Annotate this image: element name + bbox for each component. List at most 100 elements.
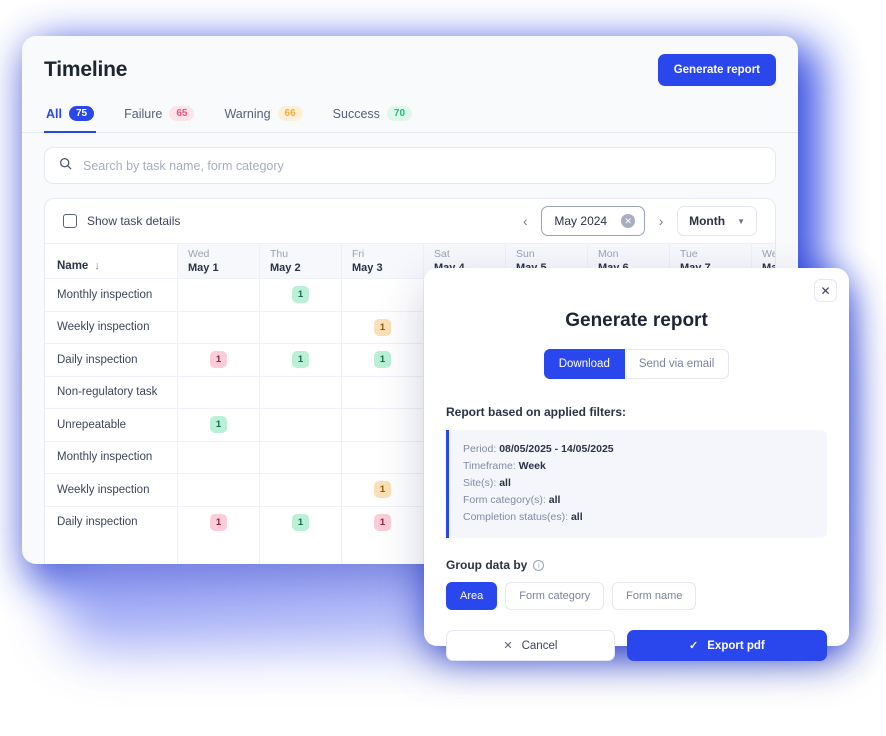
- timeline-cell[interactable]: 1: [260, 343, 341, 376]
- timeline-cell[interactable]: [342, 375, 423, 409]
- tab-warning[interactable]: Warning 66: [222, 100, 304, 133]
- table-row-name[interactable]: Non-regulatory task: [45, 375, 177, 409]
- delivery-option-download[interactable]: Download: [543, 349, 625, 379]
- tab-count-badge: 70: [386, 106, 413, 121]
- filter-value: 08/05/2025 - 14/05/2025: [499, 443, 614, 455]
- table-row-name[interactable]: Monthly inspection: [45, 440, 177, 474]
- tab-failure[interactable]: Failure 65: [122, 100, 196, 133]
- timeline-cell[interactable]: [260, 375, 341, 409]
- close-icon[interactable]: ✕: [814, 279, 837, 302]
- day-of-week-label: Wed: [762, 248, 775, 260]
- date-range-field[interactable]: May 2024 ✕: [541, 206, 646, 236]
- search-box[interactable]: [44, 147, 776, 184]
- task-count-chip-success[interactable]: 1: [292, 513, 309, 531]
- table-row-name[interactable]: Weekly inspection: [45, 473, 177, 506]
- cancel-button-label: Cancel: [521, 639, 558, 652]
- task-count-chip-success[interactable]: 1: [292, 286, 309, 304]
- chevron-right-icon[interactable]: ›: [658, 213, 664, 229]
- tab-label: Failure: [124, 106, 163, 121]
- chevron-down-icon: ▼: [737, 216, 745, 226]
- timeline-cell[interactable]: [342, 408, 423, 441]
- group-by-form-name[interactable]: Form name: [612, 582, 697, 610]
- timeline-cell[interactable]: [178, 473, 259, 506]
- tab-label: All: [46, 106, 62, 121]
- task-count-chip-warning[interactable]: 1: [374, 318, 391, 336]
- table-row-name[interactable]: Daily inspection: [45, 343, 177, 376]
- timeline-cell[interactable]: [342, 278, 423, 311]
- search-input[interactable]: [83, 158, 761, 173]
- filter-key: Period:: [463, 443, 497, 455]
- table-row-name[interactable]: Monthly inspection: [45, 278, 177, 311]
- export-pdf-button[interactable]: ✓ Export pdf: [626, 630, 827, 661]
- task-count-chip-failure[interactable]: 1: [374, 513, 391, 531]
- table-row-name[interactable]: Unrepeatable: [45, 408, 177, 441]
- day-of-week-label: Mon: [598, 248, 619, 260]
- date-navigation: ‹ May 2024 ✕ › Month ▼: [518, 206, 757, 236]
- timeline-cell[interactable]: 1: [178, 505, 259, 539]
- task-count-chip-success[interactable]: 1: [210, 416, 227, 434]
- group-data-by-header: Group data by i: [446, 558, 827, 572]
- timeline-cell[interactable]: [260, 310, 341, 344]
- day-column-header: Fri May 3: [342, 244, 423, 278]
- show-task-details-label: Show task details: [87, 214, 181, 228]
- timeline-cell[interactable]: 1: [342, 343, 423, 376]
- day-date-label: May 1: [188, 262, 219, 274]
- timeline-cell[interactable]: [178, 310, 259, 344]
- filter-value: all: [570, 511, 583, 523]
- clear-circle-icon[interactable]: ✕: [621, 214, 636, 228]
- show-task-details-checkbox[interactable]: [63, 214, 77, 228]
- timeline-cell[interactable]: [342, 440, 423, 474]
- name-column-header[interactable]: Name ↓: [45, 244, 177, 278]
- applied-filters-box: Period: 08/05/2025 - 14/05/2025 Timeframe…: [446, 430, 827, 538]
- generate-report-button[interactable]: Generate report: [657, 54, 776, 86]
- day-date-label: May 2: [270, 262, 301, 274]
- task-count-chip-warning[interactable]: 1: [374, 481, 391, 499]
- task-name-column: Name ↓ Monthly inspection Weekly inspecti…: [45, 244, 178, 564]
- task-count-chip-success[interactable]: 1: [292, 351, 309, 369]
- timeline-cell[interactable]: 1: [260, 505, 341, 539]
- filter-value: all: [499, 477, 511, 489]
- timeline-cell[interactable]: 1: [342, 310, 423, 344]
- x-icon: ✕: [503, 640, 513, 652]
- export-pdf-button-label: Export pdf: [707, 639, 765, 652]
- group-by-form-category[interactable]: Form category: [505, 582, 605, 610]
- cancel-button[interactable]: ✕ Cancel: [446, 630, 615, 661]
- filter-key: Completion status(es):: [463, 511, 569, 523]
- timeline-cell[interactable]: [260, 440, 341, 474]
- filter-line: Site(s): all: [463, 475, 813, 492]
- day-column-header: Wed May 1: [178, 244, 259, 278]
- info-icon[interactable]: i: [533, 559, 545, 571]
- group-by-area[interactable]: Area: [446, 582, 498, 610]
- check-icon: ✓: [689, 640, 699, 652]
- task-count-chip-success[interactable]: 1: [374, 351, 391, 369]
- timeline-cell[interactable]: [260, 473, 341, 506]
- tab-label: Warning: [224, 106, 271, 121]
- timeline-cell[interactable]: 1: [342, 505, 423, 539]
- chevron-left-icon[interactable]: ‹: [523, 213, 528, 229]
- timeline-cell[interactable]: 1: [260, 278, 341, 311]
- timeline-cell[interactable]: [178, 375, 259, 409]
- view-mode-value: Month: [689, 214, 726, 228]
- timeline-cell[interactable]: [178, 440, 259, 474]
- tab-success[interactable]: Success 70: [331, 100, 414, 133]
- view-mode-select[interactable]: Month ▼: [677, 206, 757, 236]
- sort-desc-arrow-icon[interactable]: ↓: [94, 260, 100, 272]
- show-task-details-toggle[interactable]: Show task details: [63, 214, 180, 228]
- timeline-cell[interactable]: [178, 278, 259, 311]
- generate-report-modal: ✕ Generate report Download Send via email…: [424, 268, 849, 661]
- timeline-cell[interactable]: 1: [342, 473, 423, 506]
- table-row-name[interactable]: Weekly inspection: [45, 310, 177, 344]
- table-toolbar: Show task details ‹ May 2024 ✕ › Month ▼: [45, 199, 775, 244]
- task-count-chip-failure[interactable]: 1: [210, 351, 227, 369]
- delivery-option-send-via-email[interactable]: Send via email: [624, 349, 730, 379]
- tab-count-badge: 75: [68, 106, 95, 121]
- timeline-cell[interactable]: 1: [178, 343, 259, 376]
- filter-line: Period: 08/05/2025 - 14/05/2025: [463, 441, 813, 458]
- task-count-chip-failure[interactable]: 1: [210, 513, 227, 531]
- table-row-name[interactable]: Daily inspection: [45, 505, 177, 539]
- group-data-by-label: Group data by: [446, 558, 528, 572]
- timeline-cell[interactable]: 1: [178, 408, 259, 441]
- tab-all[interactable]: All 75: [44, 100, 97, 133]
- tab-label: Success: [332, 106, 380, 121]
- timeline-cell[interactable]: [260, 408, 341, 441]
